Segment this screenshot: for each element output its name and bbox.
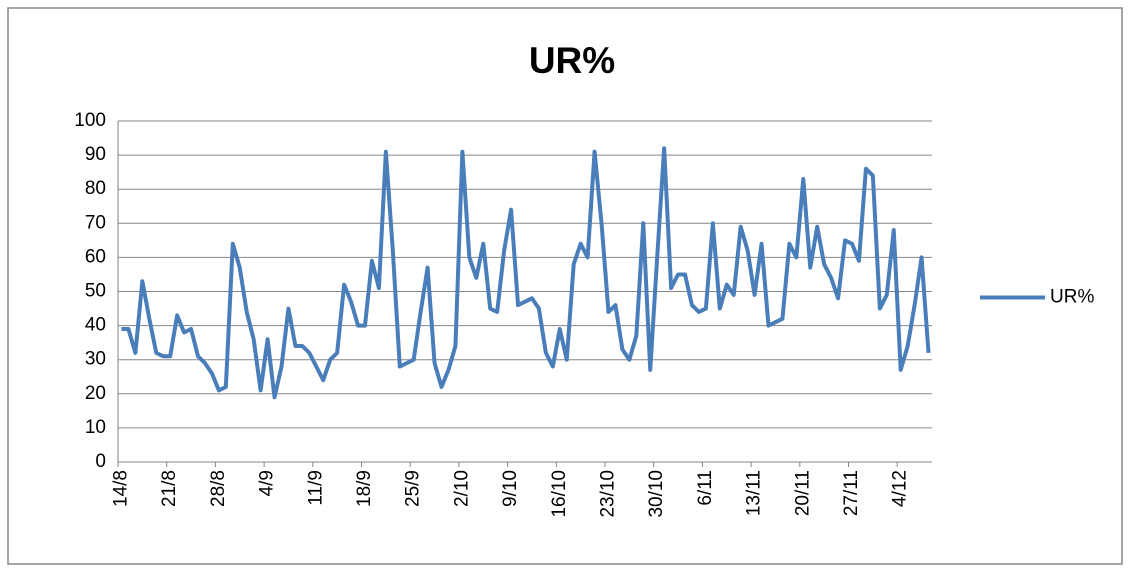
x-tick-label: 4/12 xyxy=(890,470,911,507)
y-tick-label: 0 xyxy=(95,451,106,472)
y-tick-label: 10 xyxy=(85,417,106,438)
y-tick-label: 20 xyxy=(85,383,106,404)
x-tick-label: 21/8 xyxy=(159,470,180,507)
chart-frame xyxy=(7,7,1123,565)
x-tick-label: 28/8 xyxy=(208,470,229,507)
y-tick-label: 90 xyxy=(85,144,106,165)
y-tick-label: 100 xyxy=(74,110,106,131)
x-tick-label: 2/10 xyxy=(451,470,472,507)
x-tick-label: 18/9 xyxy=(354,470,375,507)
x-tick-label: 14/8 xyxy=(110,470,131,507)
x-tick-label: 4/9 xyxy=(257,470,278,496)
chart-title: UR% xyxy=(529,40,615,81)
y-tick-label: 50 xyxy=(85,281,106,302)
x-tick-label: 20/11 xyxy=(792,470,813,516)
x-tick-label: 25/9 xyxy=(403,470,424,507)
x-tick-label: 9/10 xyxy=(500,470,521,507)
x-tick-label: 6/11 xyxy=(695,470,716,506)
y-tick-label: 60 xyxy=(85,246,106,267)
y-tick-label: 80 xyxy=(85,178,106,199)
x-tick-label: 27/11 xyxy=(841,470,862,516)
legend-label: UR% xyxy=(1050,287,1094,308)
x-tick-label: 13/11 xyxy=(744,470,765,516)
data-line xyxy=(121,146,931,400)
y-tick-label: 30 xyxy=(85,349,106,370)
y-tick-label: 40 xyxy=(85,315,106,336)
y-tick-label: 70 xyxy=(85,212,106,233)
x-tick-label: 16/10 xyxy=(549,470,570,518)
x-tick-label: 11/9 xyxy=(305,470,326,506)
x-tick-label: 30/10 xyxy=(646,470,667,518)
x-tick-label: 23/10 xyxy=(598,470,619,518)
